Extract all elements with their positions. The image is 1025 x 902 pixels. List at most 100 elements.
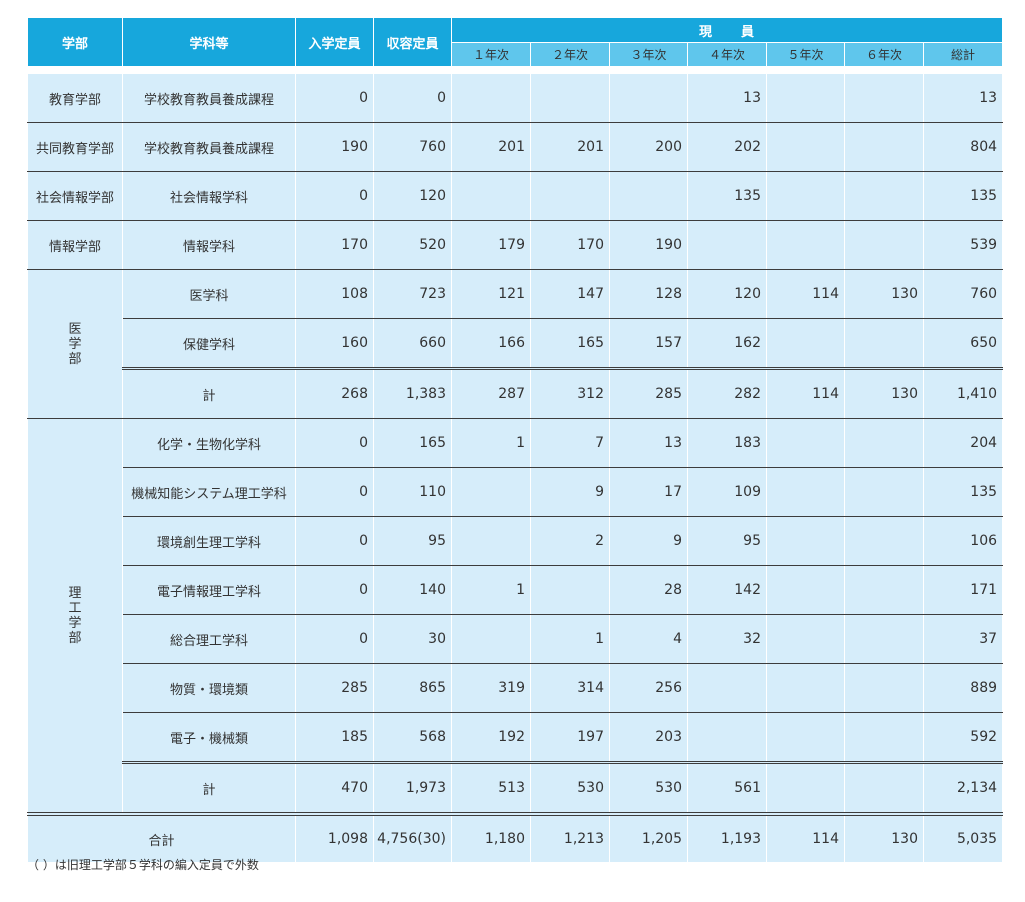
value-cell: 170: [530, 220, 610, 270]
value-cell: 268: [295, 367, 374, 419]
enrollment-table-container: 学部 学科等 入学定員 収容定員 現 員 １年次 ２年次 ３年次 ４年次 ５年次…: [27, 17, 1004, 862]
value-cell: 13: [609, 418, 688, 468]
table-row: 社会情報学部 社会情報学科 0 120 135 135: [27, 171, 1004, 221]
value-cell: 190: [609, 220, 688, 270]
value-cell: 520: [373, 220, 452, 270]
header-year-6: ６年次: [844, 42, 924, 71]
value-cell: 183: [687, 418, 767, 468]
value-cell: 9: [530, 467, 610, 517]
header-year-5: ５年次: [766, 42, 845, 71]
department-cell: 学校教育教員養成課程: [122, 122, 296, 172]
value-cell: 120: [373, 171, 452, 221]
value-cell: 804: [922, 122, 1004, 172]
value-cell: [844, 418, 924, 468]
table-row: 物質・環境類 285 865 319 314 256 889: [28, 663, 1004, 713]
value-cell: [451, 171, 531, 221]
value-cell: 147: [530, 269, 610, 319]
value-cell: [766, 171, 845, 221]
faculty-cell: 教育学部: [27, 66, 123, 123]
value-cell: 1: [451, 418, 531, 468]
grand-total-row: 合計 1,098 4,756(30) 1,180 1,213 1,205 1,1…: [27, 812, 1004, 862]
table-row: 保健学科 160 660 166 165 157 162 650: [28, 318, 1004, 369]
department-cell: 情報学科: [122, 220, 296, 270]
value-cell: 2: [530, 516, 610, 566]
table-row: 電子情報理工学科 0 140 1 28 142 171: [28, 565, 1004, 615]
value-cell: 5,035: [922, 812, 1004, 862]
header-current: 現 員: [450, 17, 1004, 43]
value-cell: 568: [373, 712, 452, 763]
value-cell: 0: [373, 66, 452, 123]
value-cell: 95: [373, 516, 452, 566]
value-cell: [844, 712, 924, 763]
value-cell: 592: [922, 712, 1004, 763]
value-cell: 2,134: [922, 761, 1004, 815]
value-cell: [530, 66, 610, 123]
value-cell: 142: [687, 565, 767, 615]
value-cell: 760: [922, 269, 1004, 319]
department-cell: 物質・環境類: [122, 663, 296, 713]
value-cell: [451, 467, 531, 517]
value-cell: 4: [609, 614, 688, 664]
department-cell: 化学・生物化学科: [122, 418, 296, 468]
value-cell: [844, 467, 924, 517]
value-cell: [530, 171, 610, 221]
table-row: 医学部 医学科 108 723 121 147 128 120 114 130 …: [27, 269, 1004, 419]
value-cell: [844, 66, 924, 123]
value-cell: 4,756(30): [373, 812, 452, 862]
value-cell: [766, 565, 845, 615]
value-cell: 865: [373, 663, 452, 713]
department-cell: 学校教育教員養成課程: [122, 66, 296, 123]
value-cell: 0: [295, 418, 374, 468]
value-cell: 1,410: [922, 367, 1004, 419]
value-cell: 0: [295, 66, 374, 123]
value-cell: 130: [844, 269, 924, 319]
header-total: 総計: [922, 42, 1004, 71]
department-cell: 電子情報理工学科: [122, 565, 296, 615]
value-cell: 130: [844, 812, 924, 862]
value-cell: 17: [609, 467, 688, 517]
value-cell: 513: [451, 761, 531, 815]
value-cell: 0: [295, 565, 374, 615]
department-cell: 電子・機械類: [122, 712, 296, 763]
header-year-2: ２年次: [530, 42, 610, 71]
header-faculty: 学部: [27, 17, 123, 71]
value-cell: 9: [609, 516, 688, 566]
department-cell: 医学科: [122, 269, 296, 319]
table-row: 共同教育学部 学校教育教員養成課程 190 760 201 201 200 20…: [27, 122, 1004, 172]
value-cell: 162: [687, 318, 767, 369]
value-cell: [844, 614, 924, 664]
value-cell: 287: [451, 367, 531, 419]
value-cell: [844, 171, 924, 221]
value-cell: 1,213: [530, 812, 610, 862]
value-cell: 165: [373, 418, 452, 468]
value-cell: 530: [609, 761, 688, 815]
value-cell: [844, 122, 924, 172]
value-cell: [530, 565, 610, 615]
value-cell: 0: [295, 516, 374, 566]
value-cell: 114: [766, 367, 845, 419]
value-cell: [687, 663, 767, 713]
department-cell: 社会情報学科: [122, 171, 296, 221]
value-cell: 203: [609, 712, 688, 763]
value-cell: 1,383: [373, 367, 452, 419]
value-cell: 130: [844, 367, 924, 419]
value-cell: 140: [373, 565, 452, 615]
value-cell: 1: [530, 614, 610, 664]
header-department: 学科等: [122, 17, 296, 71]
header-year-3: ３年次: [609, 42, 688, 71]
table-row: 教育学部 学校教育教員養成課程 0 0 13 13: [27, 66, 1004, 123]
table-row: 電子・機械類 185 568 192 197 203 592: [28, 712, 1004, 763]
value-cell: 1,193: [687, 812, 767, 862]
value-cell: 660: [373, 318, 452, 369]
value-cell: 166: [451, 318, 531, 369]
department-cell: 総合理工学科: [122, 614, 296, 664]
value-cell: 0: [295, 171, 374, 221]
value-cell: 561: [687, 761, 767, 815]
value-cell: 37: [922, 614, 1004, 664]
subtotal-row: 計 470 1,973 513 530 530 561 2,134: [28, 761, 1004, 815]
value-cell: [766, 418, 845, 468]
value-cell: [766, 318, 845, 369]
value-cell: 723: [373, 269, 452, 319]
table-row: 総合理工学科 0 30 1 4 32 37: [28, 614, 1004, 664]
header-capacity: 収容定員: [373, 17, 452, 71]
